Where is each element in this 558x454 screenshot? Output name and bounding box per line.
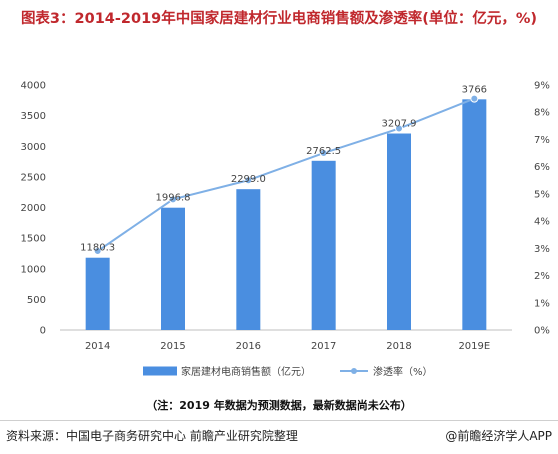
y-left-tick-label: 0 bbox=[40, 326, 46, 337]
legend-line-label: 渗透率（%） bbox=[373, 365, 433, 378]
chart-title: 图表3：2014-2019年中国家居建材行业电商销售额及渗透率(单位：亿元，%) bbox=[20, 11, 538, 27]
legend-group: 家居建材电商销售额（亿元） 渗透率（%） bbox=[143, 365, 433, 378]
line-point bbox=[169, 195, 177, 204]
x-tick-label: 2017 bbox=[311, 341, 336, 352]
line-point bbox=[319, 149, 328, 158]
line-point bbox=[395, 124, 403, 133]
line-group bbox=[93, 94, 479, 256]
line-point bbox=[93, 247, 102, 256]
y-right-tick-label: 0% bbox=[534, 326, 550, 337]
axes-group: 0 500 1000 1500 2000 2500 3000 3500 4000 0% 1% 2% 3%… bbox=[21, 81, 550, 353]
y-right-tick-label: 8% bbox=[534, 108, 550, 119]
bar bbox=[236, 189, 261, 330]
y-right-tick-label: 4% bbox=[534, 217, 550, 228]
y-left-tick-label: 1500 bbox=[21, 234, 46, 245]
y-left-tick-label: 1000 bbox=[21, 264, 46, 275]
data-labels-group: 1180.3 1996.8 2299.0 2762.5 3207.9 3766 bbox=[80, 84, 487, 253]
penetration-line bbox=[97, 97, 475, 252]
bar-value-label: 2762.5 bbox=[306, 146, 341, 157]
footer-divider bbox=[0, 420, 558, 421]
chart-note: （注：2019 年数据为预测数据，最新数据尚未公布） bbox=[146, 399, 412, 412]
x-tick-label: 2016 bbox=[236, 341, 261, 352]
y-right-tick-label: 2% bbox=[534, 271, 550, 282]
y-right-tick-label: 9% bbox=[534, 81, 550, 92]
x-tick-label: 2018 bbox=[386, 341, 411, 352]
y-left-tick-label: 500 bbox=[27, 295, 46, 306]
bar-value-label: 1180.3 bbox=[80, 243, 115, 254]
y-right-tick-label: 1% bbox=[534, 298, 550, 309]
legend-bar-label: 家居建材电商销售额（亿元） bbox=[181, 365, 311, 378]
bar bbox=[85, 257, 110, 330]
y-right-tick-label: 5% bbox=[534, 189, 550, 200]
y-right-tick-label: 3% bbox=[534, 244, 550, 255]
y-right-tick-label: 7% bbox=[534, 135, 550, 146]
line-point bbox=[244, 176, 253, 185]
legend-bar-swatch bbox=[143, 366, 177, 376]
source-text: 资料来源：中国电子商务研究中心 前瞻产业研究院整理 bbox=[6, 429, 298, 443]
bar-value-label: 3207.9 bbox=[382, 119, 417, 130]
y-left-tick-label: 2500 bbox=[21, 172, 46, 183]
x-tick-label: 2015 bbox=[160, 341, 185, 352]
x-tick-label: 2014 bbox=[85, 341, 110, 352]
bar bbox=[387, 133, 411, 330]
line-point bbox=[470, 94, 479, 103]
legend-line-marker bbox=[351, 368, 357, 374]
bar bbox=[311, 160, 336, 330]
bar bbox=[462, 99, 487, 331]
brand-text: @前瞻经济学人APP bbox=[445, 429, 552, 443]
y-left-tick-label: 4000 bbox=[21, 81, 46, 92]
bar-value-label: 3766 bbox=[462, 84, 487, 95]
y-right-tick-label: 6% bbox=[534, 162, 550, 173]
x-tick-label: 2019E bbox=[458, 341, 490, 352]
bars-group bbox=[85, 99, 487, 331]
bar-value-label: 2299.0 bbox=[231, 174, 266, 185]
bar bbox=[161, 207, 185, 330]
bar-value-label: 1996.8 bbox=[156, 193, 191, 204]
y-left-tick-label: 2000 bbox=[21, 203, 46, 214]
y-left-tick-label: 3000 bbox=[21, 142, 46, 153]
y-left-tick-label: 3500 bbox=[21, 111, 46, 122]
